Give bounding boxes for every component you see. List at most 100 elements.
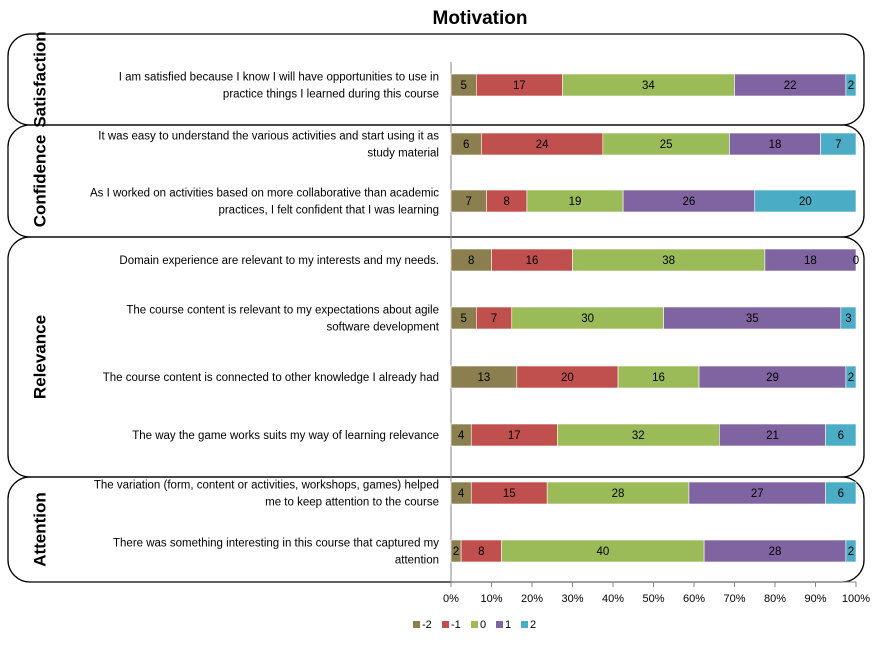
x-tick-label: 50% [642,593,664,605]
bar-value-label: 29 [766,372,779,384]
bar-value-label: 4 [458,488,465,500]
category-label: Domain experience are relevant to my int… [119,255,439,267]
bar-value-label: 13 [478,372,491,384]
bar-value-label: 30 [581,313,594,325]
legend-swatch [521,621,528,628]
bar-value-label: 18 [769,139,782,151]
bar-value-label: 38 [662,255,675,267]
bar-value-label: 5 [460,313,466,325]
bar-segment [825,423,857,447]
bar-value-label: 7 [491,313,497,325]
bar-value-label: 16 [526,255,539,267]
x-tick-label: 70% [723,593,745,605]
group-frame-attention [7,476,865,583]
bar-value-label: 24 [536,139,549,151]
category-label: The way the game works suits my way of l… [132,430,439,442]
x-tick-label: 60% [683,593,705,605]
bar-segment [845,365,857,389]
bar-value-label: 19 [569,196,582,208]
group-label: Relevance [30,315,49,399]
group-frames: Satisfaction Confidence Relevance Attention [7,31,865,583]
bar-value-label: 35 [746,313,759,325]
legend-label: 0 [480,619,486,631]
bar-value-label: 18 [804,255,817,267]
x-tick-label: 100% [842,593,870,605]
bar-value-label: 0 [853,255,859,267]
bar-segment [820,132,857,156]
category-label: attention [395,555,439,567]
bar-value-label: 20 [799,196,812,208]
bar-segment [845,539,857,563]
category-label: The variation (form, content or activiti… [94,480,439,492]
category-label: There was something interesting in this … [113,538,439,550]
group-label: Satisfaction [30,31,49,127]
category-label: The course content is relevant to my exp… [126,305,439,317]
bar-value-label: 28 [612,488,625,500]
bar-value-label: 40 [596,546,609,558]
legend-label: 1 [505,619,511,631]
category-label: me to keep attention to the course [265,497,439,509]
category-label: practices, I felt confident that I was l… [218,205,439,217]
x-tick-label: 30% [561,593,583,605]
bar-value-label: 26 [683,196,696,208]
bar-value-label: 7 [835,139,841,151]
group-label: Confidence [30,135,49,228]
category-label: It was easy to understand the various ac… [98,131,439,143]
bar-segment [845,73,857,97]
x-tick-label: 80% [764,593,786,605]
category-labels: I am satisfied because I know I will hav… [90,72,440,567]
bar-value-label: 32 [632,430,645,442]
legend-swatch [471,621,478,628]
bar-value-label: 4 [458,430,465,442]
bar-value-label: 3 [845,313,851,325]
category-label: I am satisfied because I know I will hav… [119,72,439,84]
bar-value-label: 8 [478,546,484,558]
bar-value-label: 25 [660,139,673,151]
bar-value-label: 15 [503,488,516,500]
legend-label: -1 [451,619,461,631]
bar-value-label: 6 [838,488,844,500]
legend-swatch [413,621,420,628]
category-label: software development [326,322,439,334]
category-label: As I worked on activities based on more … [90,188,439,200]
bar-value-label: 2 [848,546,854,558]
bar-value-label: 16 [652,372,665,384]
bar-segment [840,306,857,330]
bar-value-label: 6 [463,139,469,151]
bar-value-label: 2 [848,372,854,384]
bar-value-label: 6 [838,430,844,442]
bar-value-label: 8 [468,255,474,267]
chart-title: Motivation [433,8,528,29]
bar-value-label: 17 [508,430,521,442]
bar-value-label: 21 [766,430,779,442]
legend-label: -2 [422,619,432,631]
bar-value-label: 8 [503,196,509,208]
bar-segment [825,481,857,505]
bar-value-label: 27 [751,488,764,500]
group-label: Attention [30,492,49,567]
legend-swatch [496,621,503,628]
x-tick-label: 40% [602,593,624,605]
x-tick-label: 0% [443,593,459,605]
x-tick-label: 90% [804,593,826,605]
bar-value-label: 2 [848,80,854,92]
category-label: study material [367,148,439,160]
legend-swatch [442,621,449,628]
bar-value-label: 7 [466,196,472,208]
bar-value-label: 34 [642,80,655,92]
bar-segment [764,248,857,272]
x-tick-label: 10% [480,593,502,605]
bar-value-label: 22 [784,80,797,92]
legend-label: 2 [530,619,536,631]
bar-value-label: 20 [561,372,574,384]
bar-value-label: 28 [769,546,782,558]
legend: -2 -1 0 1 2 [413,619,536,631]
category-label: practice things I learned during this co… [223,89,439,101]
bars: 5 17 34 22 26 24 25 18 77 8 19 26 208 16 38 18 05 7 30 35 31… [450,73,859,563]
bar-value-label: 17 [513,80,526,92]
bar-value-label: 2 [453,546,459,558]
bar-segment [754,189,857,213]
x-tick-label: 20% [521,593,543,605]
category-label: The course content is connected to other… [103,372,439,384]
